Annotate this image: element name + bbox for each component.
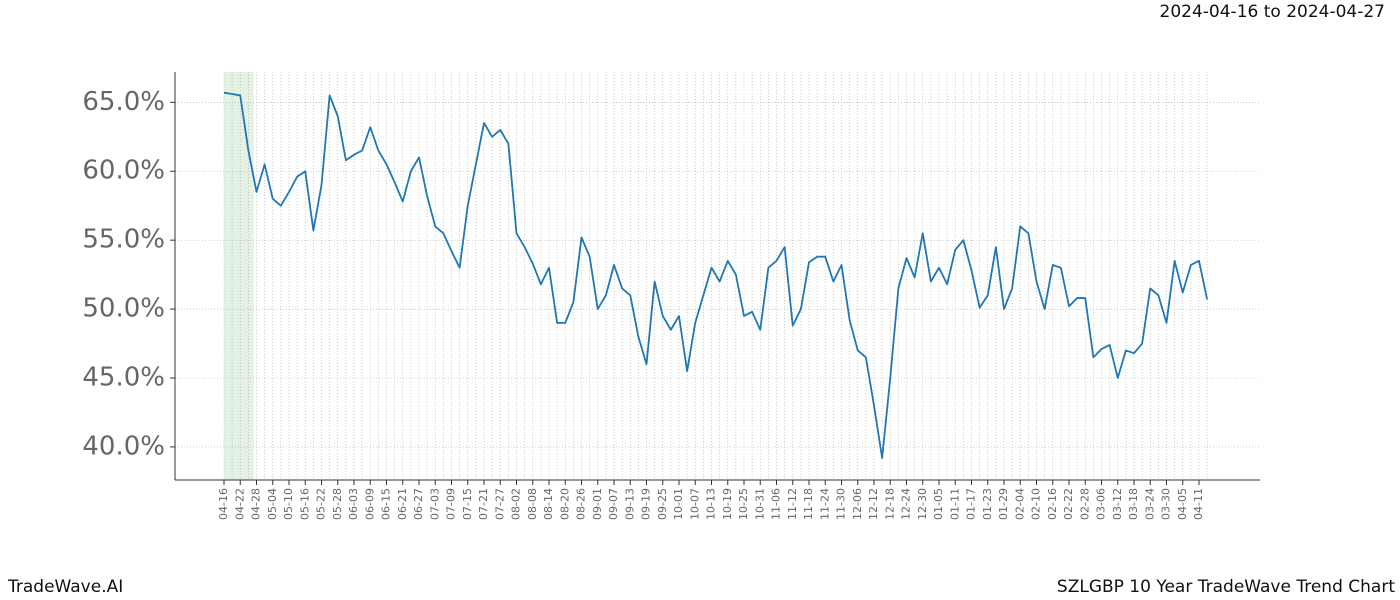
x-tick-label: 01-29 <box>997 488 1010 520</box>
x-tick-label: 10-01 <box>672 488 685 520</box>
x-tick-label: 07-09 <box>445 488 458 520</box>
y-tick-label: 45.0% <box>82 363 165 393</box>
highlight-band <box>224 72 254 480</box>
x-tick-label: 10-25 <box>737 488 750 520</box>
brand: TradeWave.AI <box>7 577 123 597</box>
x-tick-label: 04-28 <box>250 488 263 520</box>
trend-line <box>223 91 1209 459</box>
x-tick-label: 12-06 <box>851 488 864 520</box>
x-tick-label: 11-06 <box>770 488 783 520</box>
x-tick-label: 01-11 <box>948 488 961 520</box>
chart-title: SZLGBP 10 Year TradeWave Trend Chart <box>1057 577 1395 597</box>
x-tick-label: 08-08 <box>526 488 539 520</box>
x-tick-label: 05-04 <box>266 488 279 520</box>
x-tick-label: 03-30 <box>1160 488 1173 520</box>
x-tick-label: 02-16 <box>1046 488 1059 520</box>
x-tick-label: 04-11 <box>1192 488 1205 520</box>
x-tick-label: 08-14 <box>542 488 555 520</box>
x-tick-label: 03-06 <box>1095 488 1108 520</box>
x-tick-label: 06-21 <box>396 488 409 520</box>
x-tick-label: 07-27 <box>493 488 506 520</box>
x-tick-label: 02-22 <box>1062 488 1075 520</box>
x-tick-label: 06-15 <box>380 488 393 520</box>
x-tick-label: 09-19 <box>640 488 653 520</box>
x-tick-label: 10-13 <box>705 488 718 520</box>
x-tick-label: 05-22 <box>315 488 328 520</box>
x-tick-label: 09-13 <box>623 488 636 520</box>
x-tick-label: 09-01 <box>591 488 604 520</box>
y-tick-label: 40.0% <box>82 431 165 461</box>
x-tick-label: 02-10 <box>1030 488 1043 520</box>
x-tick-label: 10-19 <box>721 488 734 520</box>
x-tick-label: 03-18 <box>1127 488 1140 520</box>
y-tick-label: 55.0% <box>82 225 165 255</box>
x-tick-label: 11-30 <box>835 488 848 520</box>
x-tick-label: 07-21 <box>477 488 490 520</box>
x-tick-label: 10-07 <box>688 488 701 520</box>
x-tick-label: 11-24 <box>818 488 831 520</box>
x-tick-label: 08-20 <box>558 488 571 520</box>
x-tick-label: 03-24 <box>1143 488 1156 520</box>
x-tick-label: 12-18 <box>883 488 896 520</box>
x-tick-label: 09-07 <box>607 488 620 520</box>
x-tick-label: 12-30 <box>916 488 929 520</box>
date-range: 2024-04-16 to 2024-04-27 <box>1160 2 1385 22</box>
x-tick-label: 08-26 <box>575 488 588 520</box>
y-tick-label: 50.0% <box>82 294 165 324</box>
y-tick-label: 60.0% <box>82 156 165 186</box>
x-tick-label: 06-09 <box>363 488 376 520</box>
x-tick-label: 04-22 <box>233 488 246 520</box>
x-tick-label: 01-17 <box>965 488 978 520</box>
x-tick-label: 05-16 <box>298 488 311 520</box>
x-tick-label: 04-05 <box>1176 488 1189 520</box>
x-tick-label: 06-03 <box>347 488 360 520</box>
x-tick-label: 02-04 <box>1013 488 1026 520</box>
x-tick-label: 04-16 <box>217 488 230 520</box>
x-tick-label: 08-02 <box>510 488 523 520</box>
x-tick-label: 12-24 <box>900 488 913 520</box>
x-tick-label: 10-31 <box>753 488 766 520</box>
x-tick-label: 06-27 <box>412 488 425 520</box>
x-tick-label: 03-12 <box>1111 488 1124 520</box>
x-tick-label: 01-05 <box>932 488 945 520</box>
y-tick-label: 65.0% <box>82 87 165 117</box>
x-tick-label: 05-10 <box>282 488 295 520</box>
x-tick-label: 07-03 <box>428 488 441 520</box>
x-tick-label: 07-15 <box>461 488 474 520</box>
x-tick-label: 11-12 <box>786 488 799 520</box>
x-tick-label: 11-18 <box>802 488 815 520</box>
x-tick-label: 05-28 <box>331 488 344 520</box>
x-tick-label: 02-28 <box>1078 488 1091 520</box>
x-tick-label: 12-12 <box>867 488 880 520</box>
x-tick-label: 01-23 <box>981 488 994 520</box>
x-tick-label: 09-25 <box>656 488 669 520</box>
